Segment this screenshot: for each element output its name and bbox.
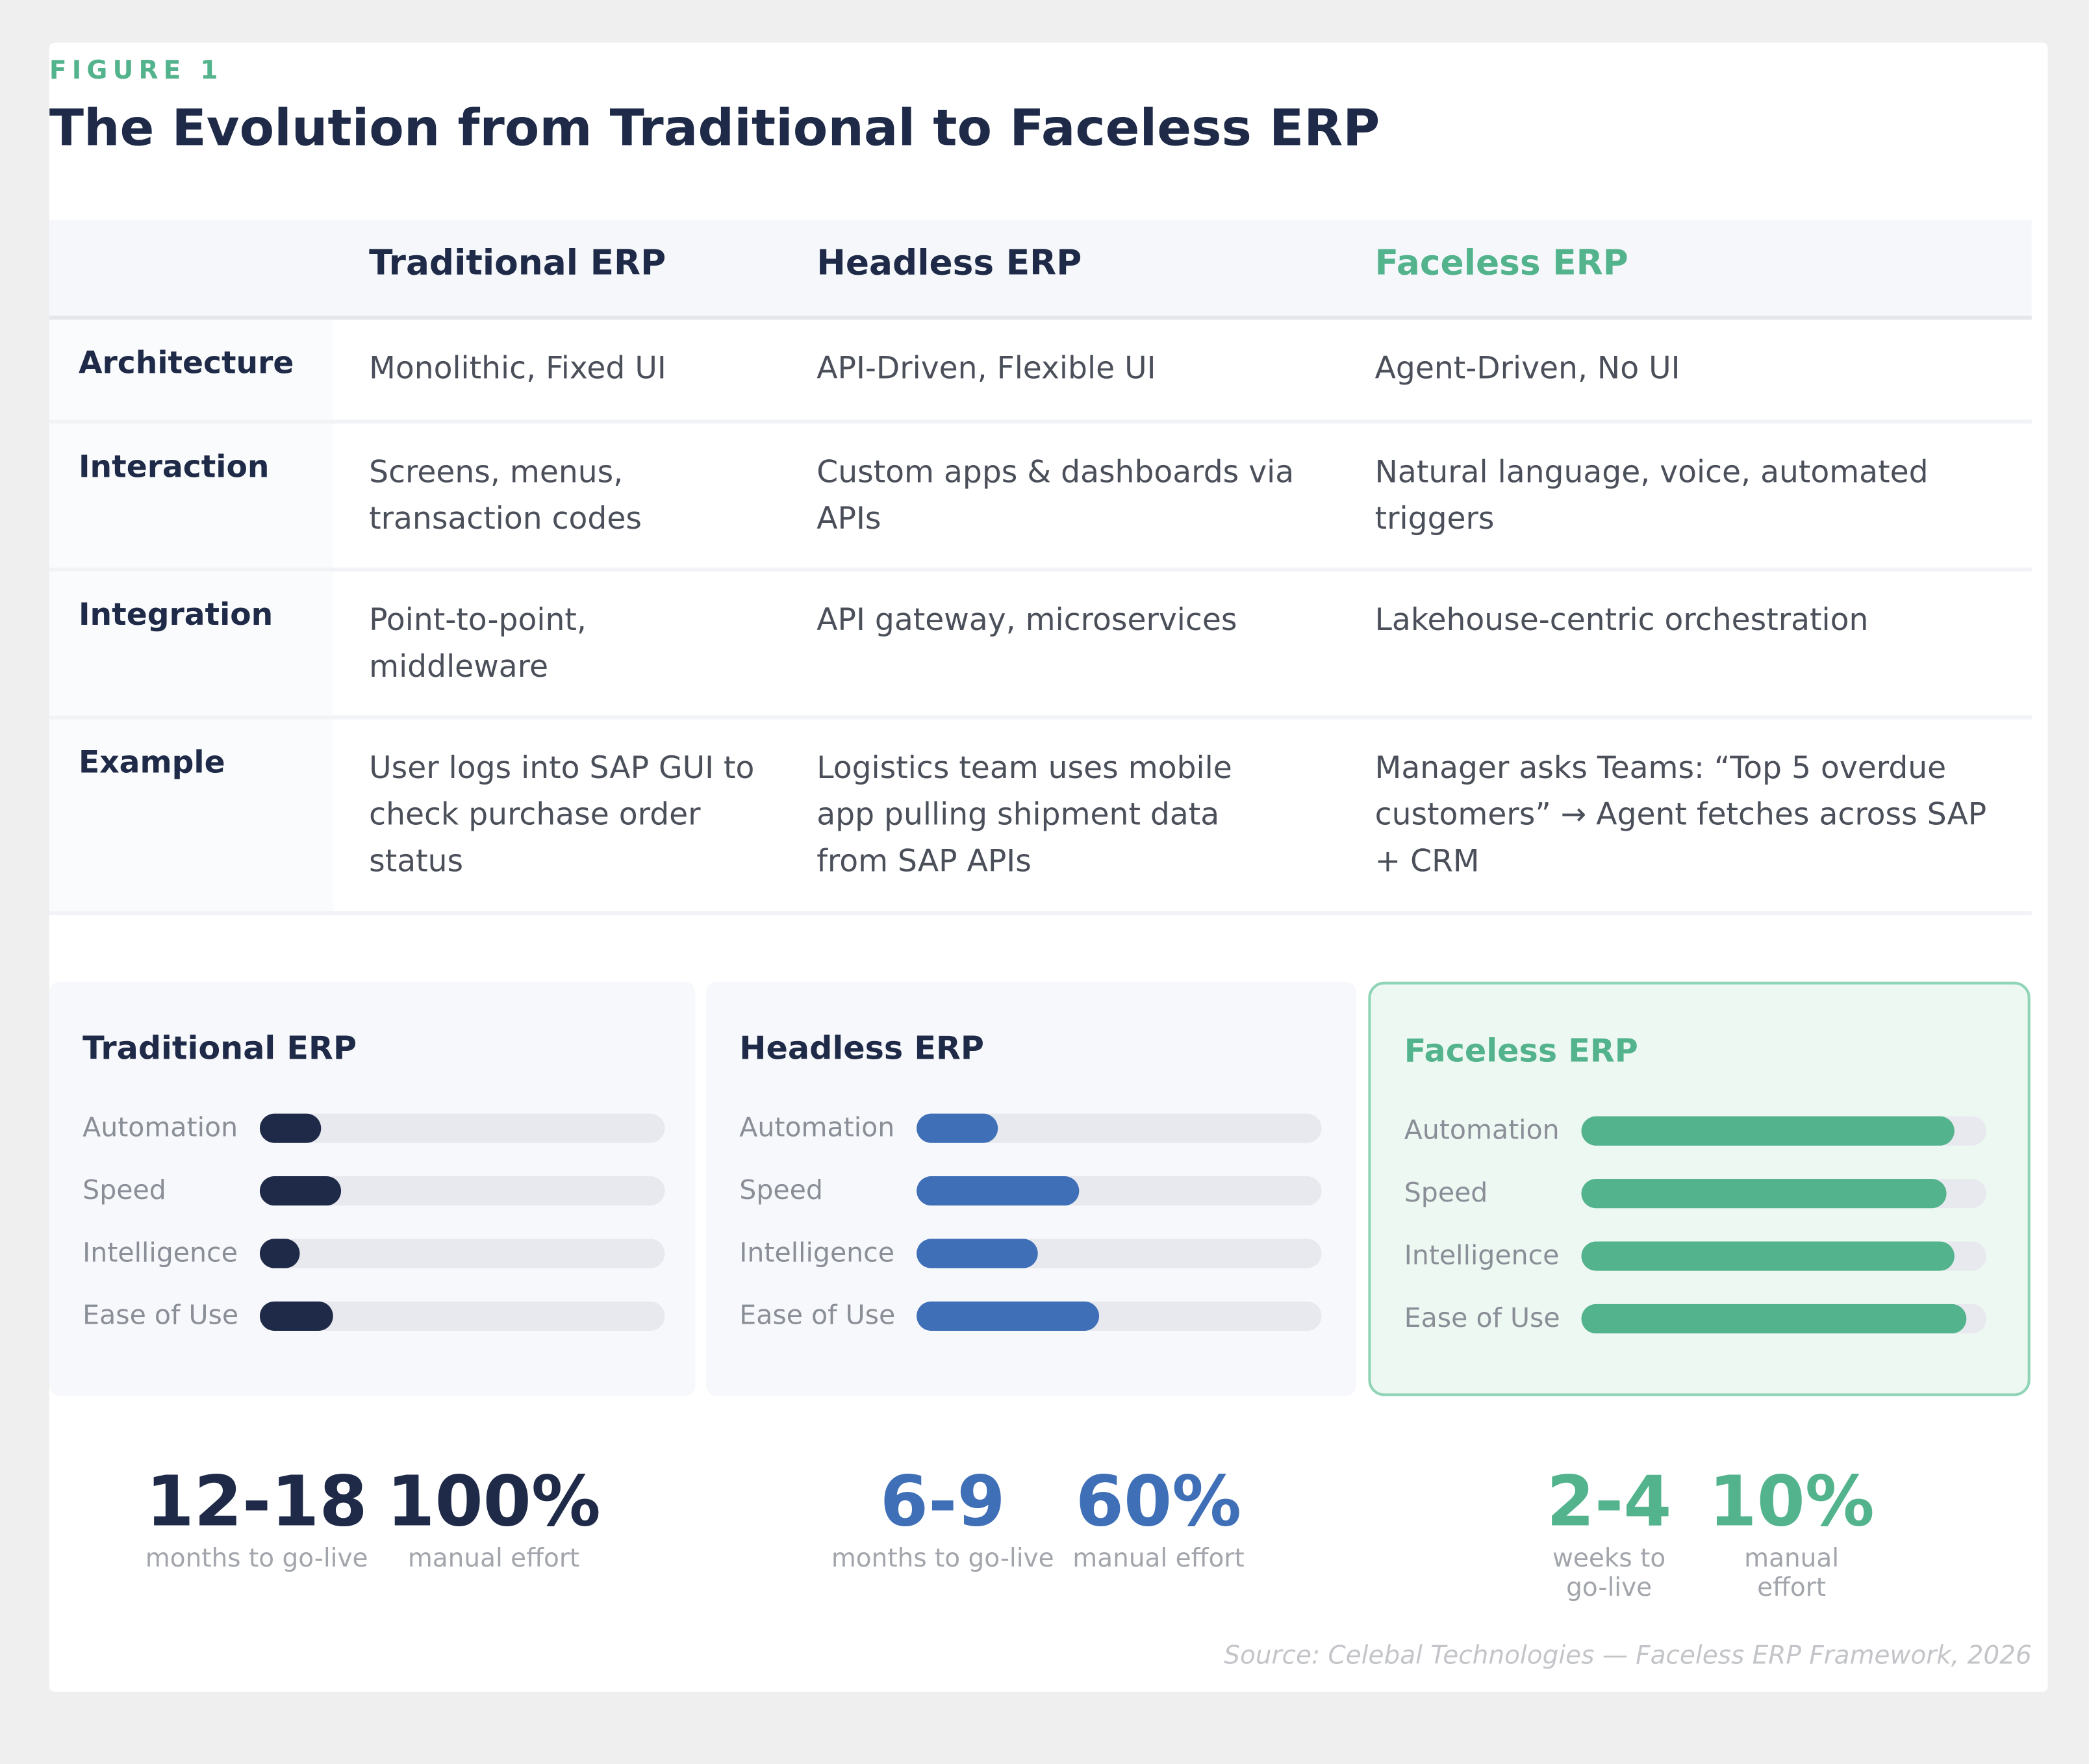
metric-label: Speed [82,1173,166,1206]
score-panel: Traditional ERP Automation Speed Intelligen… [49,981,696,1396]
metric-label: Automation [739,1111,895,1143]
row-label: Integration [79,598,273,633]
bar-track [917,1239,1322,1268]
stat-label: weeks to go-live [1552,1544,1666,1603]
bar-track [917,1301,1322,1331]
metric-label: Automation [1404,1113,1560,1146]
stat-label: manual effort [407,1544,580,1574]
comparison-table: Traditional ERP Headless ERP Faceless ERP A… [49,220,2032,916]
bar [917,1239,1039,1268]
bar [259,1176,341,1206]
table-row: Example User logs into SAP GUI to check p… [49,719,2032,916]
panel-title: Headless ERP [739,1029,984,1067]
stat-item: 60% manual effort [1072,1461,1244,1573]
stat-value: 10% [1708,1462,1875,1543]
stat-group: 6-9 months to go-live 60% manual effort [831,1461,1245,1573]
metric-label: Speed [739,1173,823,1206]
column-header: Traditional ERP [369,244,666,284]
table-cell: Agent-Driven, No UI [1374,351,1680,386]
bar-track [917,1113,1322,1143]
row-label-cell: Interaction [49,423,333,568]
stat-item: 2-4 weeks to go-live [1528,1461,1690,1602]
bar-track [1581,1304,1987,1334]
title: The Evolution from Traditional to Facele… [49,98,1380,158]
stat-value: 2-4 [1546,1462,1672,1543]
table-cell: Point-to-point, middleware [369,603,587,685]
bar [917,1113,998,1143]
stat-item: 6-9 months to go-live [831,1461,1054,1573]
table-cell: API-Driven, Flexible UI [817,351,1156,386]
row-label: Example [79,746,225,781]
row-label: Interaction [79,450,270,485]
table-cell: Manager asks Teams: “Top 5 overdue custo… [1374,751,1987,879]
stat-label: manual effort [1744,1544,1840,1603]
bar [1581,1304,1966,1334]
table-cell: Natural language, voice, automated trigg… [1374,455,1929,537]
bar [917,1176,1079,1206]
stat-value: 100% [386,1462,601,1543]
stat-item: 10% manual effort [1708,1461,1874,1602]
row-label-cell: Architecture [49,320,333,420]
table-header: Traditional ERP Headless ERP Faceless ERP [49,220,2032,320]
score-panel: Headless ERP Automation Speed Intelligence E… [706,981,1356,1396]
figure-card: FIGURE 1 The Evolution from Traditional … [49,42,2048,1692]
table-cell: Screens, menus, transaction codes [369,455,642,537]
stat-group: 12-18 months to go-live 100% manual effort [146,1461,601,1573]
bar [917,1301,1099,1331]
bar-track [259,1176,665,1206]
metric-label: Ease of Use [1404,1301,1560,1334]
bar-track [1581,1241,1987,1271]
metric-label: Automation [82,1111,238,1143]
stat-item: 100% manual effort [386,1461,601,1573]
metric-label: Intelligence [82,1236,238,1268]
stat-label: months to go-live [145,1544,368,1574]
table-cell: Custom apps & dashboards via APIs [817,455,1295,537]
row-label-cell: Integration [49,571,333,716]
column-header: Headless ERP [817,244,1082,284]
bar [1581,1241,1955,1271]
metric-label: Speed [1404,1176,1488,1209]
metric-label: Intelligence [1404,1239,1560,1271]
row-label: Architecture [79,346,294,381]
metric-label: Intelligence [739,1236,894,1268]
panel-title: Traditional ERP [82,1029,357,1067]
column-header: Faceless ERP [1374,244,1628,284]
metric-label: Ease of Use [82,1298,239,1331]
stat-item: 12-18 months to go-live [146,1461,368,1573]
stat-label: manual effort [1072,1544,1245,1574]
table-cell: User logs into SAP GUI to check purchase… [369,751,755,879]
table-cell: Lakehouse-centric orchestration [1374,603,1869,638]
table-row: Architecture Monolithic, Fixed UI API-Driv… [49,320,2032,424]
bar-track [259,1301,665,1331]
bar [259,1113,321,1143]
source: Source: Celebal Technologies — Faceless … [1224,1641,2032,1670]
stat-value: 12-18 [146,1462,368,1543]
bar [259,1301,333,1331]
bar [1581,1116,1955,1146]
bar [259,1239,301,1268]
stat-value: 60% [1075,1462,1242,1543]
table-row: Integration Point-to-point, middleware API… [49,571,2032,720]
stat-group: 2-4 weeks to go-live 10% manual effort [1528,1461,1875,1602]
table-cell: API gateway, microservices [817,603,1237,638]
bar-track [259,1113,665,1143]
bar-track [1581,1116,1987,1146]
table-cell: Monolithic, Fixed UI [369,351,666,386]
score-panel: Faceless ERP Automation Speed Intelligence E… [1368,981,2031,1396]
bar [1581,1179,1946,1209]
table-cell: Logistics team uses mobile app pulling s… [817,751,1232,879]
figure-label: FIGURE 1 [49,56,223,86]
bar-track [1581,1179,1987,1209]
panel-title: Faceless ERP [1404,1032,1638,1070]
metric-label: Ease of Use [739,1298,896,1331]
stat-label: months to go-live [831,1544,1054,1574]
stat-value: 6-9 [880,1462,1006,1543]
bar-track [259,1239,665,1268]
row-label-cell: Example [49,719,333,911]
bar-track [917,1176,1322,1206]
table-row: Interaction Screens, menus, transaction c… [49,423,2032,572]
